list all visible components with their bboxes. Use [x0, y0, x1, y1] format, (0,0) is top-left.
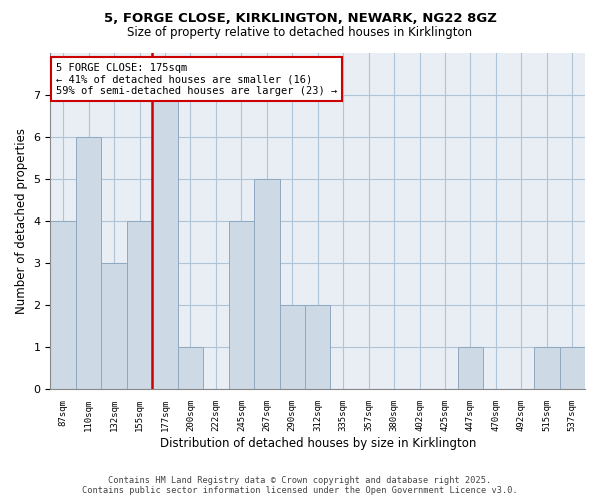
- Bar: [152, 94, 178, 390]
- Bar: [254, 179, 280, 390]
- Bar: [280, 305, 305, 390]
- Bar: [50, 221, 76, 390]
- Y-axis label: Number of detached properties: Number of detached properties: [15, 128, 28, 314]
- Text: 5 FORGE CLOSE: 175sqm
← 41% of detached houses are smaller (16)
59% of semi-deta: 5 FORGE CLOSE: 175sqm ← 41% of detached …: [56, 62, 337, 96]
- Text: 5, FORGE CLOSE, KIRKLINGTON, NEWARK, NG22 8GZ: 5, FORGE CLOSE, KIRKLINGTON, NEWARK, NG2…: [104, 12, 496, 26]
- Bar: [101, 263, 127, 390]
- Bar: [178, 348, 203, 390]
- Bar: [127, 221, 152, 390]
- Bar: [229, 221, 254, 390]
- Bar: [76, 136, 101, 390]
- Text: Size of property relative to detached houses in Kirklington: Size of property relative to detached ho…: [127, 26, 473, 39]
- Text: Contains HM Land Registry data © Crown copyright and database right 2025.
Contai: Contains HM Land Registry data © Crown c…: [82, 476, 518, 495]
- X-axis label: Distribution of detached houses by size in Kirklington: Distribution of detached houses by size …: [160, 437, 476, 450]
- Bar: [458, 348, 483, 390]
- Bar: [560, 348, 585, 390]
- Bar: [534, 348, 560, 390]
- Bar: [305, 305, 331, 390]
